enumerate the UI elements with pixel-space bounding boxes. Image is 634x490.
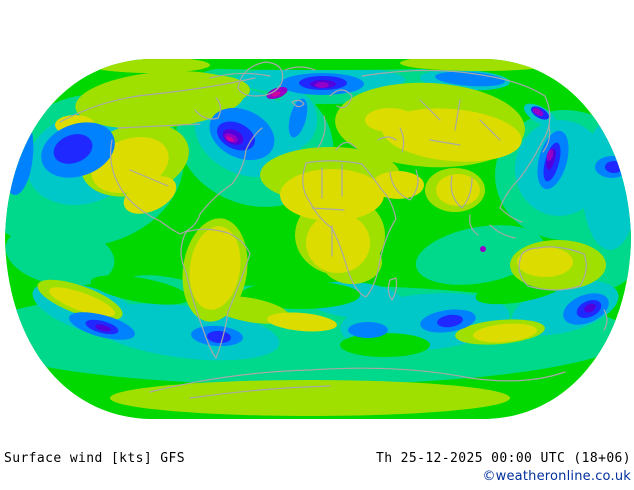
wind-speed-blob-yellow	[280, 169, 384, 221]
wind-speed-blob-purple	[546, 149, 554, 161]
wind-speed-blob-chartreuse	[90, 59, 210, 73]
wind-speed-blob-chartreuse	[170, 75, 250, 105]
wind-speed-blob-lightblue	[435, 71, 505, 87]
wind-speed-blob-green	[340, 333, 430, 357]
coastline-path	[291, 99, 305, 108]
wind-speed-blob-yellow	[517, 247, 573, 277]
wind-speed-blob-lightblue	[288, 98, 308, 138]
coastline-path	[387, 277, 398, 301]
wind-speed-blob-green	[240, 281, 360, 309]
coastline-path	[59, 77, 256, 123]
coastline-path	[419, 99, 501, 146]
wind-speed-blob-blue	[207, 330, 231, 344]
coastline-path	[361, 69, 551, 209]
coastline-path	[149, 367, 566, 393]
wind-speed-blob-yellow	[436, 174, 480, 206]
coastline-path	[284, 66, 316, 71]
coastline-path	[189, 385, 331, 399]
wind-speed-blob-lightblue	[348, 322, 388, 338]
wind-speed-blob-magenta	[226, 136, 234, 142]
wind-speed-blob-purple	[480, 246, 486, 252]
coastline-path	[399, 127, 405, 153]
wind-speed-blob-yellow	[382, 108, 522, 162]
coastline-path	[450, 175, 473, 209]
coastline-path	[110, 139, 181, 235]
coastline-path	[302, 160, 397, 298]
wind-speed-blob-indigo	[95, 324, 111, 332]
wind-speed-blob-yellow	[306, 213, 370, 273]
coastline-path	[237, 61, 284, 97]
coastline-path	[209, 72, 271, 79]
wind-speed-blob-teal	[5, 190, 65, 240]
coastline-path	[117, 123, 201, 129]
coastline-path	[499, 207, 523, 223]
wind-speed-blob-purple	[315, 82, 329, 88]
map-datetime-label: Th 25-12-2025 00:00 UTC (18+06)	[375, 451, 631, 466]
coastline-path	[179, 127, 263, 235]
wind-speed-blob-yellow	[473, 323, 537, 343]
coastline-path	[317, 115, 326, 149]
wind-speed-blob-yellow	[123, 176, 177, 214]
coastline-path	[311, 163, 345, 257]
coastline-path	[180, 228, 251, 359]
wind-speed-blob-indigo	[584, 303, 596, 313]
coastline-path	[489, 224, 516, 239]
wind-speed-blob-yellow	[189, 226, 241, 310]
wind-speed-blob-yellow	[48, 287, 116, 317]
wind-speed-blob-green	[90, 275, 190, 305]
wind-speed-blob-blue	[605, 161, 623, 173]
coastline-path	[518, 246, 587, 291]
wind-speed-blob-purple	[532, 108, 544, 116]
wind-speed-blob-yellow	[365, 108, 415, 132]
wind-speed-blob-chartreuse	[110, 380, 510, 416]
coastline-path	[335, 141, 357, 151]
map-parameter-label: Surface wind [kts] GFS	[4, 451, 185, 466]
wind-speed-blob-yellow	[267, 312, 337, 332]
coastline-path	[389, 169, 419, 201]
copyright-link[interactable]: ©weatheronline.co.uk	[482, 469, 631, 484]
wind-speed-blob-magenta	[271, 91, 281, 97]
coastline-path	[542, 125, 551, 153]
wind-speed-blob-yellow	[372, 171, 424, 199]
wind-speed-blob-blue	[437, 314, 463, 328]
coastline-path	[603, 309, 608, 331]
wind-speed-blob-blue	[53, 134, 93, 164]
wind-speed-blob-chartreuse	[400, 59, 560, 71]
coastline-path	[469, 214, 479, 236]
coastline-path	[329, 89, 353, 109]
coastline-path	[194, 97, 222, 120]
coastline-path	[129, 169, 169, 187]
coastline-path	[377, 136, 397, 141]
